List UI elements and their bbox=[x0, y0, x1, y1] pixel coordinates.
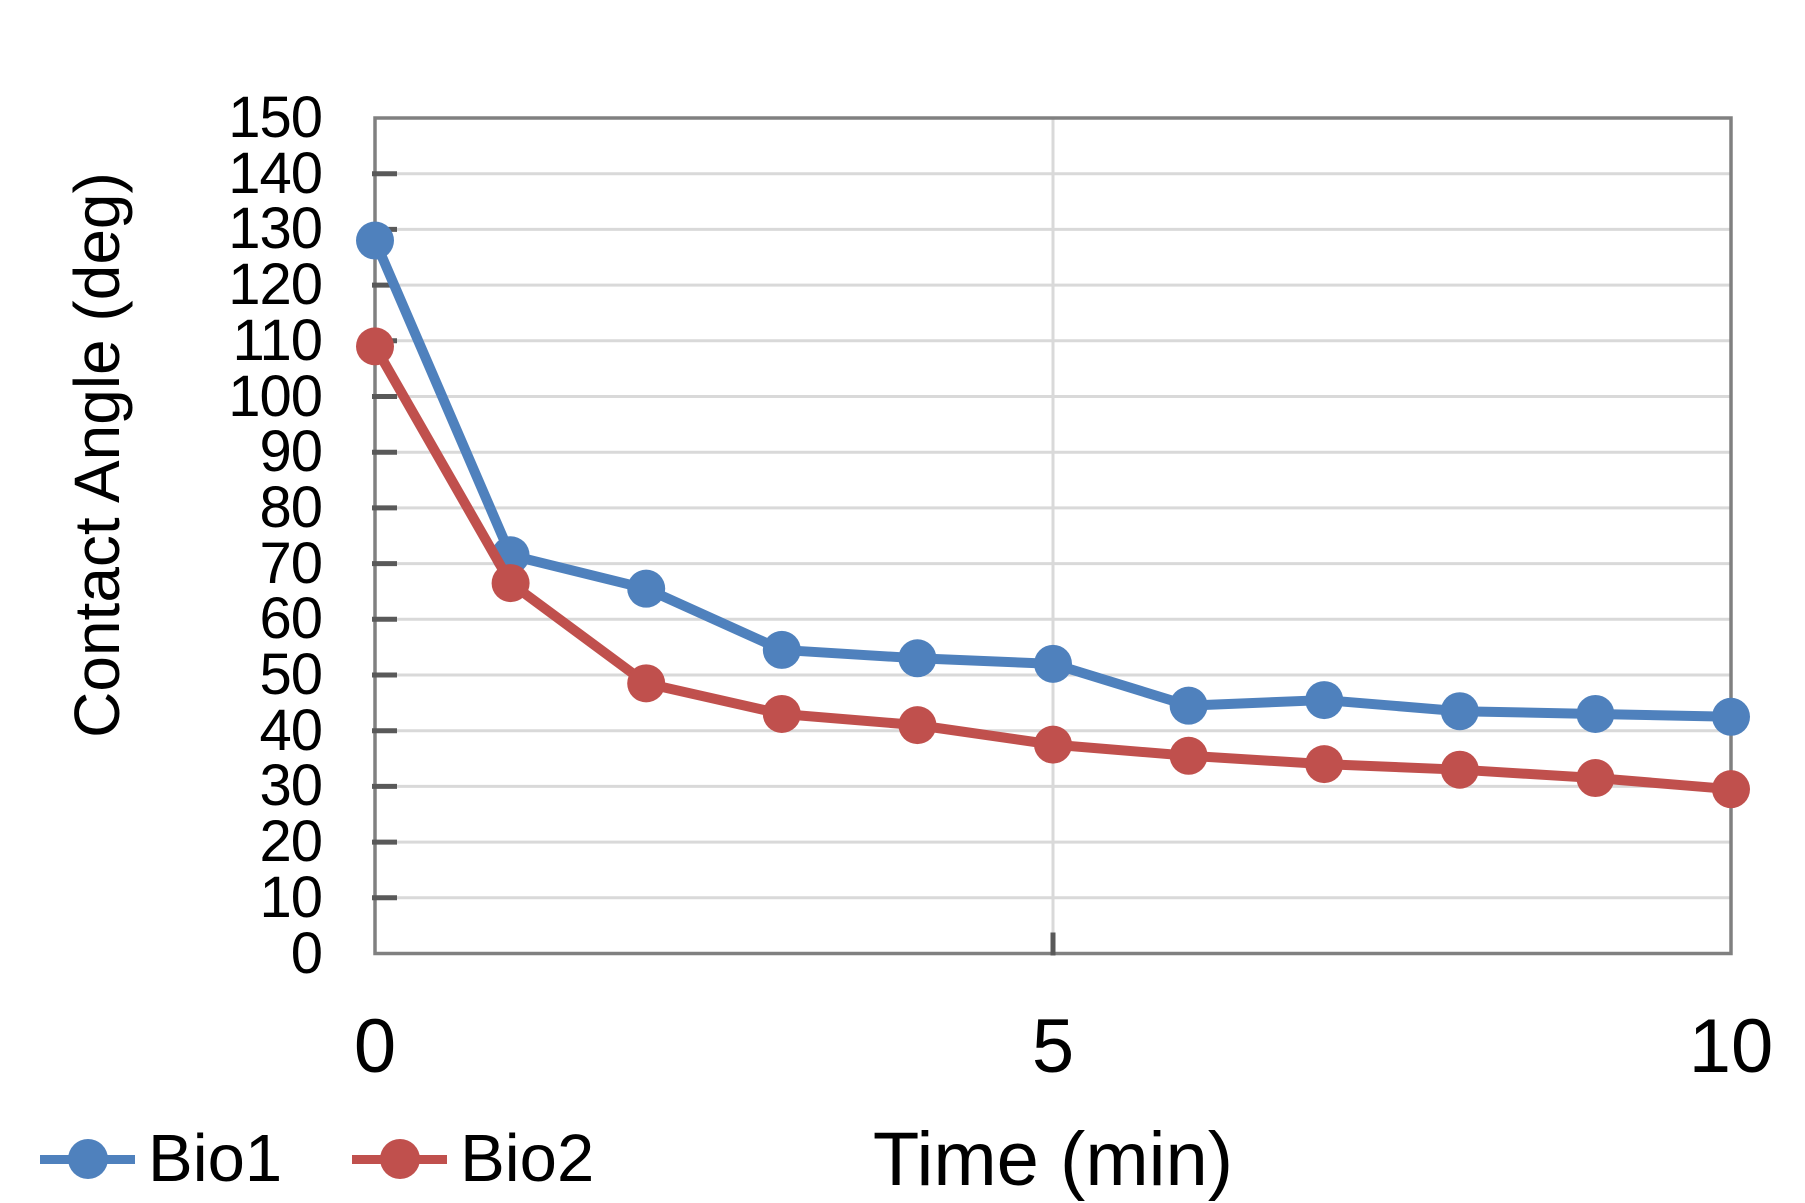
legend-item-bio1: Bio1 bbox=[40, 1124, 282, 1194]
data-point-bio2-t9 bbox=[1576, 759, 1615, 798]
data-point-bio1-t8 bbox=[1440, 692, 1479, 731]
data-point-bio1-t10 bbox=[1712, 697, 1750, 736]
data-point-bio2-t7 bbox=[1305, 745, 1344, 784]
data-point-bio1-t4 bbox=[898, 639, 937, 678]
y-tick-label-150: 150 bbox=[228, 85, 323, 150]
bio2-series-marker-icon bbox=[352, 1135, 448, 1183]
y-tick-label-50: 50 bbox=[259, 642, 323, 707]
y-axis-title: Contact Angle (deg) bbox=[61, 172, 133, 738]
y-tick-label-90: 90 bbox=[259, 419, 323, 485]
data-point-bio2-t8 bbox=[1440, 750, 1479, 789]
data-point-bio2-t5 bbox=[1034, 725, 1072, 764]
y-tick-label-0: 0 bbox=[290, 920, 323, 986]
legend-label-bio1: Bio1 bbox=[148, 1121, 283, 1196]
y-tick-label-120: 120 bbox=[228, 252, 323, 318]
data-point-bio2-t0 bbox=[356, 327, 394, 366]
data-point-bio2-t6 bbox=[1169, 736, 1208, 775]
y-tick-label-130: 130 bbox=[228, 196, 323, 262]
data-point-bio1-t2 bbox=[627, 569, 666, 608]
legend: Bio1 Bio2 bbox=[40, 1124, 594, 1194]
data-point-bio2-t10 bbox=[1712, 770, 1750, 809]
bio1-series-marker-icon bbox=[40, 1135, 135, 1183]
y-tick-label-60: 60 bbox=[259, 586, 323, 652]
legend-label-bio2: Bio2 bbox=[460, 1121, 595, 1196]
y-tick-label-100: 100 bbox=[228, 363, 323, 429]
y-tick-label-140: 140 bbox=[228, 140, 323, 206]
legend-item-bio2: Bio2 bbox=[352, 1124, 594, 1194]
x-tick-label-5: 5 bbox=[1031, 1004, 1075, 1089]
data-point-bio1-t3 bbox=[762, 630, 801, 669]
data-point-bio1-t0 bbox=[356, 221, 394, 260]
y-tick-label-40: 40 bbox=[259, 697, 323, 763]
data-point-bio1-t7 bbox=[1305, 681, 1344, 720]
data-point-bio2-t1 bbox=[491, 564, 530, 603]
data-point-bio2-t4 bbox=[898, 706, 937, 745]
x-axis-title: Time (min) bbox=[872, 1117, 1234, 1202]
x-tick-label-0: 0 bbox=[353, 1004, 397, 1089]
y-tick-label-10: 10 bbox=[259, 864, 323, 930]
y-tick-label-70: 70 bbox=[259, 530, 323, 596]
data-point-bio1-t5 bbox=[1034, 644, 1072, 683]
y-tick-label-80: 80 bbox=[259, 474, 323, 540]
y-tick-label-110: 110 bbox=[232, 307, 323, 373]
y-tick-label-30: 30 bbox=[259, 753, 323, 819]
y-tick-label-20: 20 bbox=[259, 809, 323, 875]
x-tick-label-10: 10 bbox=[1688, 1004, 1774, 1089]
data-point-bio1-t9 bbox=[1576, 694, 1615, 733]
data-point-bio2-t3 bbox=[762, 694, 801, 733]
data-point-bio2-t2 bbox=[627, 664, 666, 703]
data-point-bio1-t6 bbox=[1169, 686, 1208, 725]
